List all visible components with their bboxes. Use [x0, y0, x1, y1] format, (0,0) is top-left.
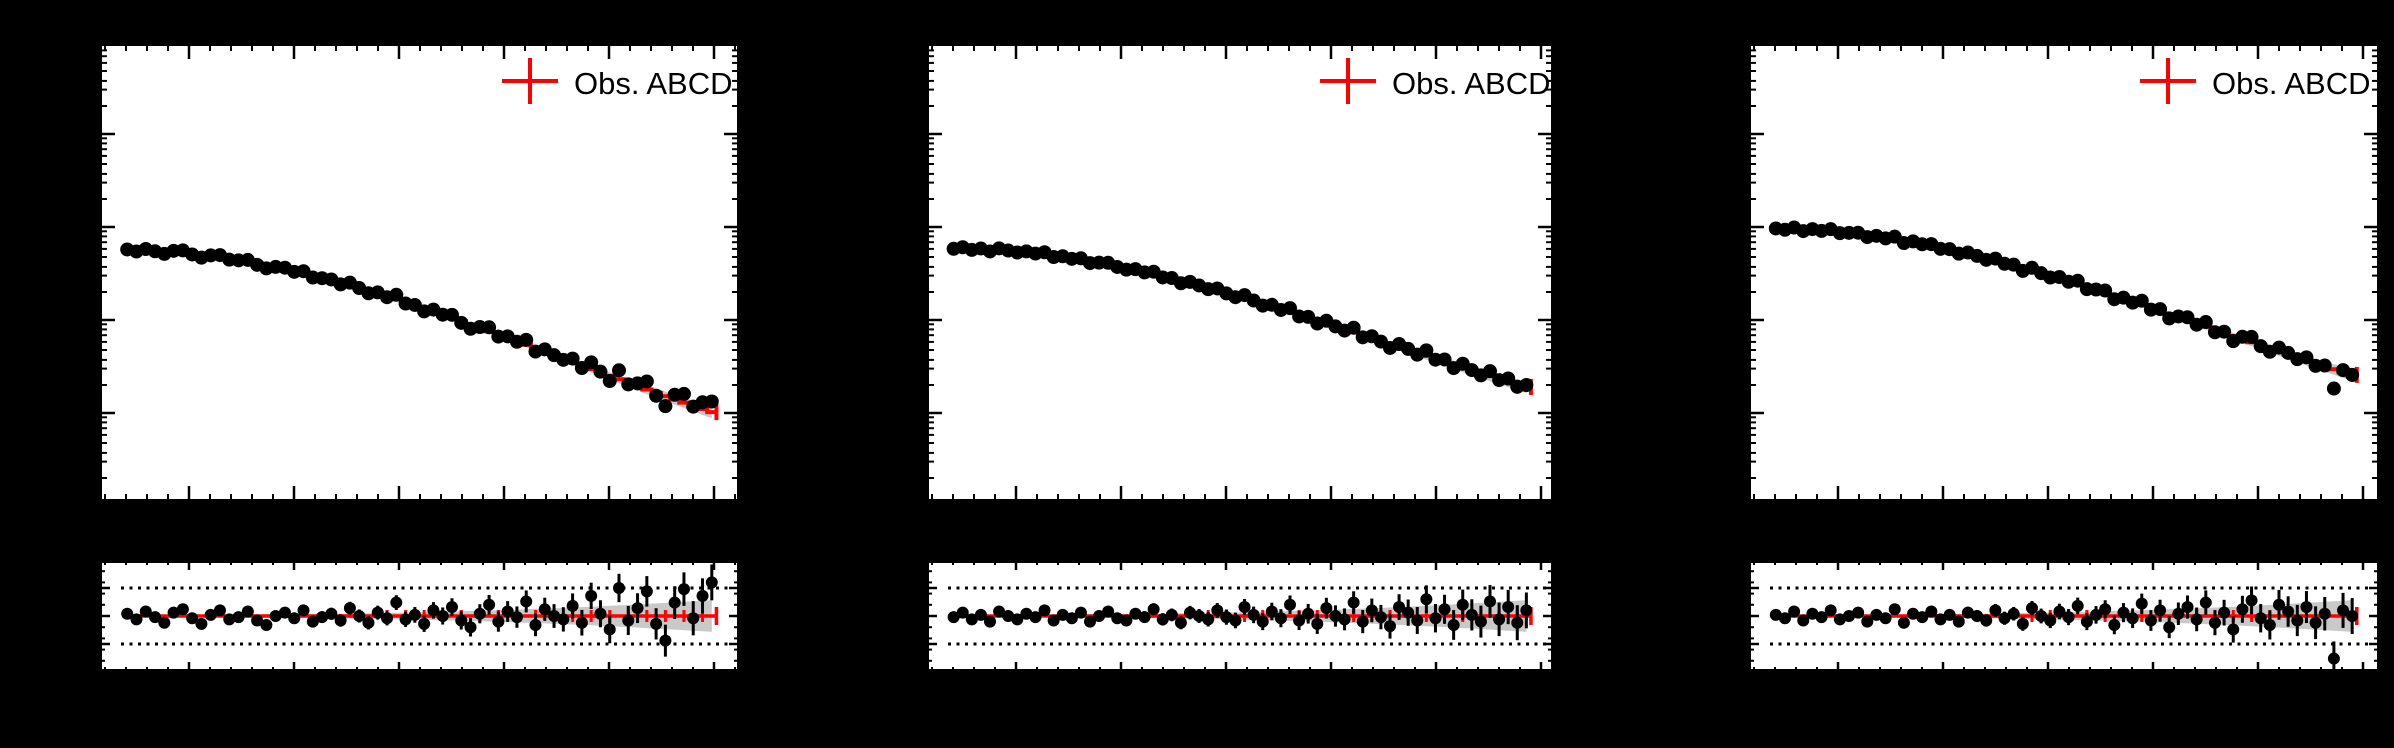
- panel-3-legend-label: Obs. ABCD: [2212, 66, 2371, 101]
- ratio-points: [1769, 586, 2359, 672]
- panel-3-legend-red-cross-icon: [2140, 58, 2196, 104]
- panel-3-ratio-plot: [1748, 560, 2380, 672]
- panel-2-ratio-plot: [926, 560, 1554, 672]
- panel-1-legend-red-cross-icon: [502, 58, 558, 104]
- panel-1-legend-label: Obs. ABCD: [574, 66, 733, 101]
- panel-2-main-plot: [926, 43, 1554, 502]
- panel-1-ratio-plot: [99, 560, 740, 672]
- data-points: [946, 240, 1534, 394]
- ratio-points: [947, 585, 1533, 641]
- ratio-points: [121, 564, 718, 657]
- data-points: [120, 241, 719, 414]
- panel-3-main-plot: [1748, 43, 2380, 502]
- panel-2-legend-red-cross-icon: [1320, 58, 1376, 104]
- panel-2-legend-label: Obs. ABCD: [1392, 66, 1551, 101]
- panel-1-main-plot: [99, 43, 740, 502]
- data-points: [1768, 220, 2360, 396]
